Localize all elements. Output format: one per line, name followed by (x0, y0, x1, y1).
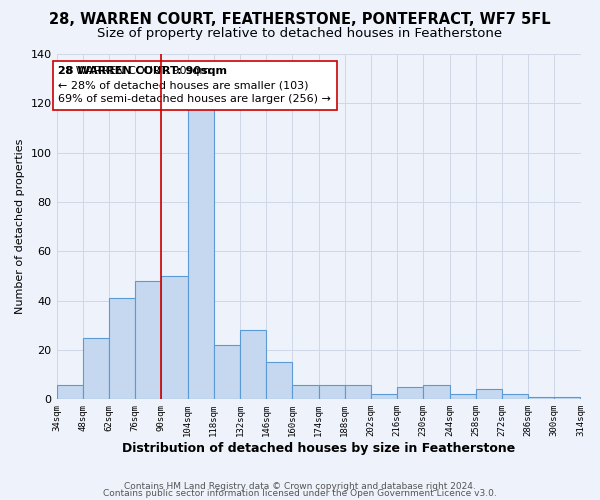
Text: Contains public sector information licensed under the Open Government Licence v3: Contains public sector information licen… (103, 489, 497, 498)
Bar (83, 338, 109, 400)
Bar (266, 362, 292, 400)
Bar (424, 384, 449, 400)
Bar (397, 387, 424, 400)
Bar (554, 397, 580, 400)
Bar (449, 394, 476, 400)
Bar (319, 384, 345, 400)
Bar (345, 384, 371, 400)
Text: 28 WARREN COURT: 90sqm: 28 WARREN COURT: 90sqm (58, 66, 227, 90)
Bar (476, 390, 502, 400)
Bar (502, 394, 528, 400)
Bar (188, 108, 214, 400)
Y-axis label: Number of detached properties: Number of detached properties (15, 139, 25, 314)
Text: Size of property relative to detached houses in Featherstone: Size of property relative to detached ho… (97, 28, 503, 40)
Bar (371, 394, 397, 400)
Bar (528, 397, 554, 400)
X-axis label: Distribution of detached houses by size in Featherstone: Distribution of detached houses by size … (122, 442, 515, 455)
Text: Contains HM Land Registry data © Crown copyright and database right 2024.: Contains HM Land Registry data © Crown c… (124, 482, 476, 491)
Text: 28 WARREN COURT: 90sqm
← 28% of detached houses are smaller (103)
69% of semi-de: 28 WARREN COURT: 90sqm ← 28% of detached… (58, 66, 331, 104)
Bar (240, 330, 266, 400)
Bar (292, 384, 319, 400)
Bar (161, 276, 188, 400)
Bar (214, 345, 240, 400)
Bar (135, 281, 161, 400)
Text: 28, WARREN COURT, FEATHERSTONE, PONTEFRACT, WF7 5FL: 28, WARREN COURT, FEATHERSTONE, PONTEFRA… (49, 12, 551, 28)
Bar (56, 384, 83, 400)
Bar (109, 298, 135, 400)
